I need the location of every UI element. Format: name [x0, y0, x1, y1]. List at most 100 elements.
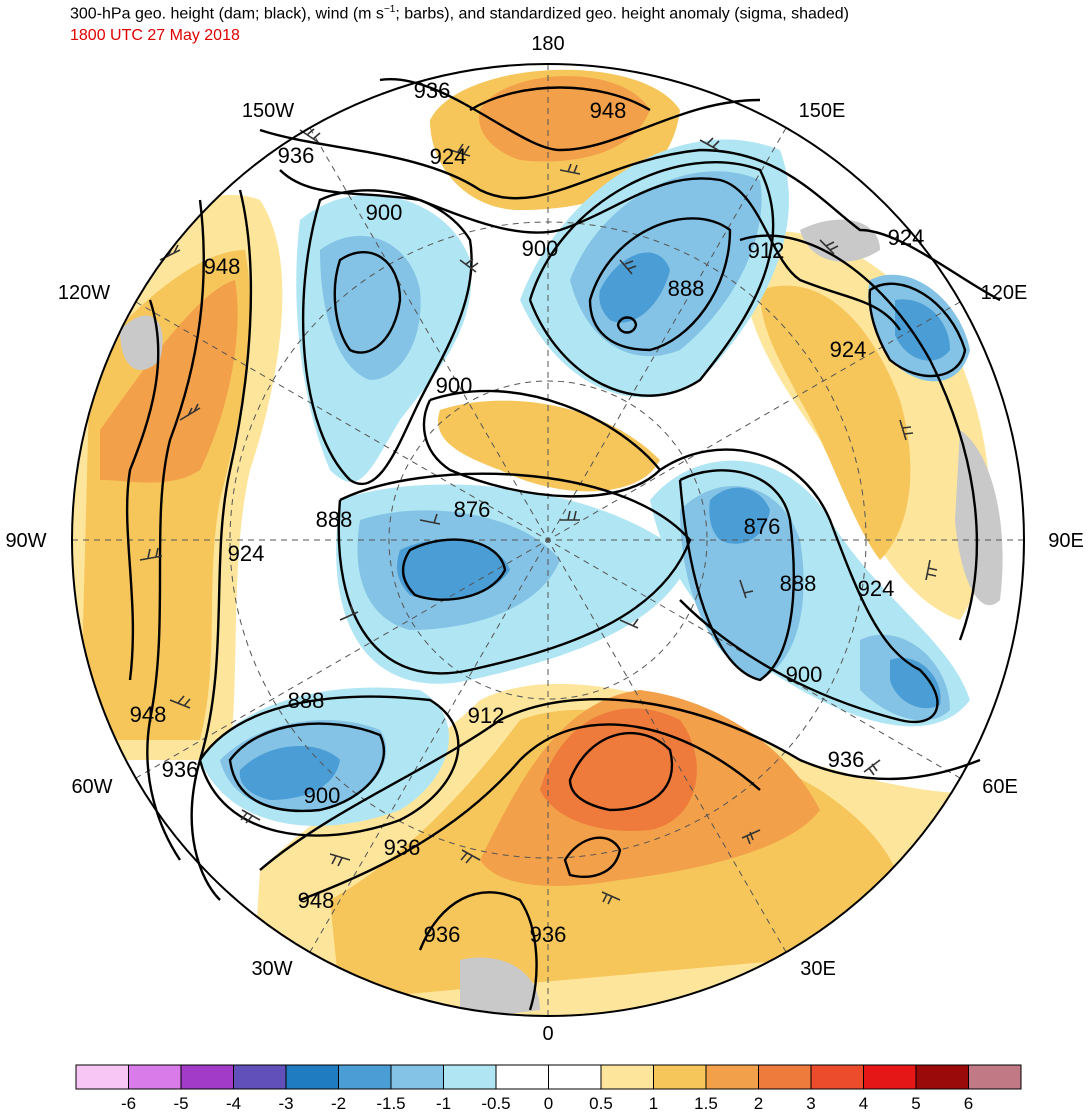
contour-label: 900	[522, 236, 559, 261]
colorbar-box	[758, 1064, 812, 1090]
colorbar-tick-label: -0.5	[481, 1094, 510, 1112]
contour-label: 876	[454, 497, 491, 522]
colorbar-tick-label: 4	[859, 1094, 868, 1112]
lon-label-60w: 60W	[71, 776, 112, 798]
colorbar-box	[548, 1064, 602, 1090]
colorbar-tick-label: 1.5	[694, 1094, 718, 1112]
contour-960-scandinavia	[568, 731, 673, 812]
colorbar-box	[915, 1064, 969, 1090]
lon-label-120w: 120W	[58, 282, 110, 304]
terrain-mask-himalaya	[955, 430, 1003, 606]
cold-anomaly-eastsib-strong	[599, 252, 670, 323]
contour-label: 888	[288, 688, 325, 713]
contour-label: 948	[204, 254, 241, 279]
contour-948-pacific	[469, 86, 651, 112]
contour-912-outer	[279, 169, 901, 331]
contour-900-lobe-canada	[301, 189, 473, 486]
contour-876-greenland	[401, 538, 507, 601]
colorbar-boxes	[75, 1064, 1022, 1090]
contour-label: 900	[366, 200, 403, 225]
contour-948-europe	[299, 723, 761, 902]
colorbar-box	[128, 1064, 182, 1090]
contour-label: 936	[278, 143, 315, 168]
colorbar-tick-label: -3	[278, 1094, 293, 1112]
contour-924-outer	[259, 128, 1001, 302]
contour-label: 888	[780, 571, 817, 596]
colorbar-box	[705, 1064, 759, 1090]
lon-label-150w: 150W	[242, 100, 294, 122]
contour-label: 924	[858, 576, 895, 601]
colorbar-box	[285, 1064, 339, 1090]
contour-label: 936	[414, 78, 451, 103]
lon-label-180: 180	[531, 33, 564, 55]
title-main: 300-hPa geo. height (dam; black), wind (…	[70, 5, 384, 23]
contour-label: 924	[430, 144, 467, 169]
contour-900-eastsib	[528, 161, 775, 397]
colorbar-box	[75, 1064, 129, 1090]
contour-label: 888	[316, 507, 353, 532]
colorbar-tick-label: -2	[331, 1094, 346, 1112]
contour-936-europe	[259, 698, 981, 871]
warm-anomaly-siberia-core	[760, 285, 911, 560]
polar-map: 180 150E 120E 90E 60E 30E 0 30W 60W 90W …	[5, 33, 1083, 1045]
title-rest: ; barbs), and standardized geo. height a…	[395, 5, 849, 23]
colorbar-box	[600, 1064, 654, 1090]
contour-label: 936	[384, 835, 421, 860]
contour-876-eastsib-o	[616, 316, 638, 334]
colorbar-box	[968, 1064, 1022, 1090]
cold-anomaly-atlantic-strong	[239, 746, 340, 800]
colorbar-box	[810, 1064, 864, 1090]
colorbar: -6 -5 -4 -3 -2 -1.5 -1 -0.5 0 0.5 1 1.5 2 3 4 5 6	[75, 1064, 1022, 1112]
colorbar-box	[233, 1064, 287, 1090]
anomaly-shading	[72, 69, 1024, 1016]
contour-924-siberia	[739, 234, 979, 641]
contour-label: 924	[830, 337, 867, 362]
contour-888-eastsib	[588, 217, 732, 352]
colorbar-box	[338, 1064, 392, 1090]
contour-888-kara	[659, 448, 939, 723]
contour-label: 912	[468, 703, 505, 728]
height-contours	[125, 77, 1001, 1011]
contour-936-uk	[563, 836, 622, 878]
graticule	[72, 64, 1024, 1016]
figure-title: 300-hPa geo. height (dam; black), wind (…	[70, 4, 849, 23]
contour-label: 948	[130, 702, 167, 727]
figure-subtitle: 1800 UTC 27 May 2018	[70, 27, 240, 44]
colorbar-tick-label: 2	[754, 1094, 763, 1112]
colorbar-tick-label: 1	[649, 1094, 658, 1112]
lon-label-30e: 30E	[800, 958, 836, 980]
contour-label: 912	[748, 238, 785, 263]
terrain-mask-rockies	[120, 315, 163, 370]
contour-label: 936	[828, 747, 865, 772]
contour-label: 936	[424, 922, 461, 947]
contour-label: 936	[530, 922, 567, 947]
lon-label-30w: 30W	[251, 958, 292, 980]
contour-888-ring	[337, 472, 692, 675]
colorbar-box	[180, 1064, 234, 1090]
terrain-mask-north-africa	[460, 957, 540, 1016]
contour-948-na	[125, 299, 160, 681]
colorbar-tick-label: -4	[226, 1094, 241, 1112]
lon-label-150e: 150E	[799, 100, 846, 122]
warm-anomaly-pacific-core	[479, 76, 650, 162]
cold-anomaly-mongolia-strong	[895, 299, 950, 361]
contour-label: 900	[786, 662, 823, 687]
colorbar-box	[443, 1064, 497, 1090]
colorbar-box	[653, 1064, 707, 1090]
contour-label: 948	[590, 98, 627, 123]
lon-label-60e: 60E	[982, 776, 1018, 798]
lon-label-120e: 120E	[981, 282, 1028, 304]
wind-barbs	[139, 128, 938, 905]
lon-label-90e: 90E	[1048, 530, 1084, 552]
colorbar-box	[495, 1064, 549, 1090]
colorbar-tick-label: 3	[806, 1094, 815, 1112]
warm-anomaly-scandinavia	[540, 708, 697, 831]
colorbar-box	[390, 1064, 444, 1090]
cold-anomaly-kara-strong	[709, 487, 770, 544]
colorbar-tick-label: -1.5	[376, 1094, 405, 1112]
contour-label: 936	[162, 757, 199, 782]
longitude-labels: 180 150E 120E 90E 60E 30E 0 30W 60W 90W …	[5, 33, 1083, 1045]
map-boundary	[71, 63, 1025, 1017]
colorbar-tick-label: -1	[436, 1094, 451, 1112]
contour-924-na	[190, 189, 253, 901]
